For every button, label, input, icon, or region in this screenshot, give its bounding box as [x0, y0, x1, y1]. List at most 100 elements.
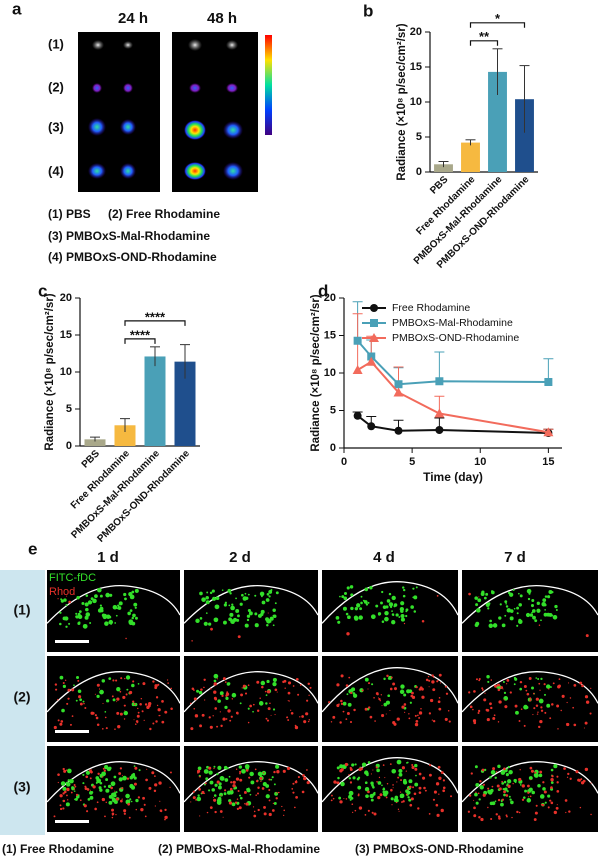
- column-label: 24 h: [118, 10, 148, 27]
- signal: [78, 610, 82, 614]
- signal: [220, 776, 225, 781]
- signal: [414, 714, 417, 717]
- y-tick-label: 15: [60, 329, 72, 341]
- signal: [527, 791, 530, 794]
- signal: [339, 800, 343, 804]
- signal: [354, 763, 357, 766]
- signal: [489, 619, 492, 623]
- signal: [203, 769, 209, 774]
- signal: [391, 804, 393, 806]
- signal: [513, 607, 516, 610]
- signal: [67, 799, 69, 801]
- signal: [299, 684, 302, 686]
- signal: [547, 794, 551, 798]
- annotation: ****: [130, 327, 151, 342]
- signal: [341, 595, 345, 599]
- signal: [481, 688, 484, 691]
- signal: [308, 694, 310, 696]
- signal: [99, 689, 104, 695]
- signal: [428, 773, 432, 777]
- signal: [339, 721, 342, 724]
- signal: [340, 674, 344, 678]
- signal: [535, 697, 539, 701]
- signal: [357, 785, 362, 790]
- signal: [193, 707, 196, 710]
- signal: [348, 790, 354, 796]
- signal: [403, 693, 407, 697]
- signal: [87, 798, 91, 801]
- signal: [575, 770, 579, 774]
- y-tick-label: 5: [66, 403, 72, 415]
- signal: [497, 688, 501, 692]
- signal: [126, 777, 130, 780]
- signal: [442, 789, 446, 793]
- signal: [475, 791, 477, 793]
- signal: [540, 706, 543, 709]
- x-tick-label: PBS: [80, 448, 103, 471]
- signal: [538, 624, 541, 627]
- signal: [61, 708, 65, 713]
- signal: [385, 796, 388, 799]
- signal: [529, 795, 532, 798]
- spot: [88, 118, 106, 136]
- image: [172, 32, 258, 192]
- signal: [491, 785, 494, 788]
- signal: [106, 614, 111, 619]
- tissue-outline: [183, 671, 319, 713]
- signal: [71, 688, 75, 692]
- signal: [488, 623, 493, 628]
- signal: [274, 602, 277, 605]
- signal: [115, 813, 117, 816]
- tissue-outline: [321, 581, 459, 624]
- signal: [529, 699, 532, 702]
- signal: [481, 687, 484, 690]
- signal: [98, 786, 102, 790]
- signal: [275, 792, 278, 794]
- signal: [514, 677, 518, 681]
- signal: [429, 764, 432, 767]
- signal: [281, 805, 283, 808]
- signal: [99, 781, 103, 785]
- signal: [405, 793, 408, 796]
- signal: [410, 694, 414, 698]
- signal: [239, 702, 242, 705]
- signal: [96, 694, 100, 698]
- signal: [155, 720, 158, 723]
- signal: [254, 768, 257, 771]
- signal: [347, 702, 352, 707]
- signal: [216, 725, 219, 728]
- signal: [539, 689, 541, 691]
- signal: [328, 701, 331, 704]
- signal: [243, 791, 247, 794]
- signal: [223, 620, 227, 625]
- signal: [259, 591, 265, 597]
- signal: [63, 790, 67, 794]
- signal: [82, 773, 85, 776]
- signal: [208, 770, 213, 775]
- signal: [408, 717, 411, 720]
- signal: [87, 600, 93, 605]
- signal: [83, 804, 87, 808]
- signal: [556, 789, 560, 793]
- signal: [74, 797, 78, 801]
- marker: [370, 304, 378, 312]
- signal: [220, 724, 223, 728]
- signal: [73, 788, 76, 790]
- signal: [254, 594, 257, 597]
- signal: [364, 781, 368, 785]
- signal: [90, 711, 94, 715]
- signal: [415, 586, 418, 589]
- signal: [101, 776, 104, 778]
- signal: [235, 608, 240, 613]
- signal: [386, 599, 391, 603]
- signal: [475, 801, 479, 805]
- signal: [195, 618, 200, 624]
- y-tick-label: 20: [60, 292, 72, 304]
- signal: [124, 677, 126, 680]
- signal: [66, 787, 70, 792]
- signal: [133, 602, 138, 607]
- signal: [427, 675, 430, 678]
- signal: [82, 623, 88, 629]
- signal: [253, 814, 257, 818]
- signal: [90, 770, 93, 774]
